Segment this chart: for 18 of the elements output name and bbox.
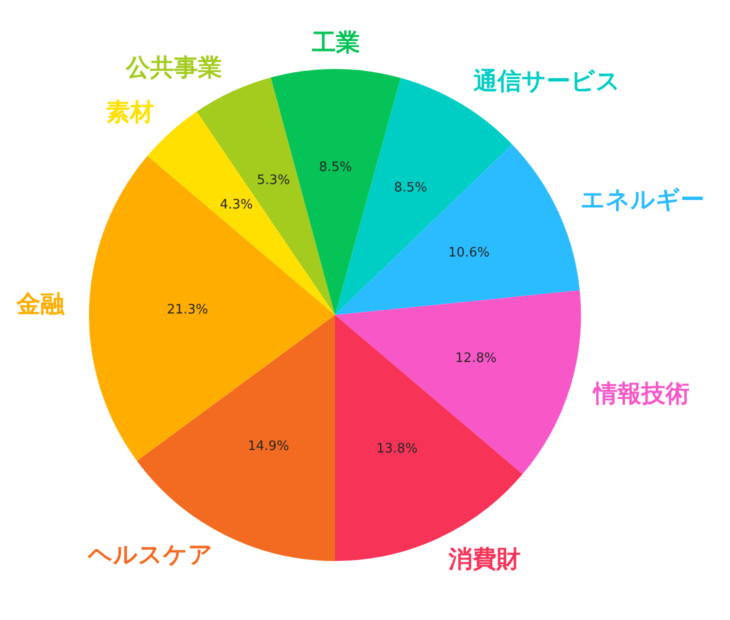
data-label: 13.8% — [376, 441, 418, 456]
data-label: 10.6% — [448, 245, 490, 260]
data-label: 8.5% — [318, 160, 352, 175]
slice-label: エネルギー — [580, 186, 705, 214]
slice-label: 工業 — [310, 28, 360, 57]
slice-label: 公共事業 — [125, 53, 222, 82]
slice-label: 消費財 — [448, 544, 521, 573]
data-label: 4.3% — [220, 198, 253, 213]
data-label: 12.8% — [455, 351, 497, 366]
slice-label: 金融 — [16, 290, 66, 318]
slice-label: 素材 — [106, 98, 154, 126]
data-label: 14.9% — [248, 439, 290, 454]
data-label: 8.5% — [394, 180, 428, 196]
data-label: 21.3% — [166, 302, 208, 318]
data-label: 5.3% — [256, 173, 290, 188]
slice-label: 通信サービス — [472, 66, 620, 95]
slice-label: ヘルスケア — [86, 540, 213, 569]
slice-label: 情報技術 — [591, 380, 690, 408]
